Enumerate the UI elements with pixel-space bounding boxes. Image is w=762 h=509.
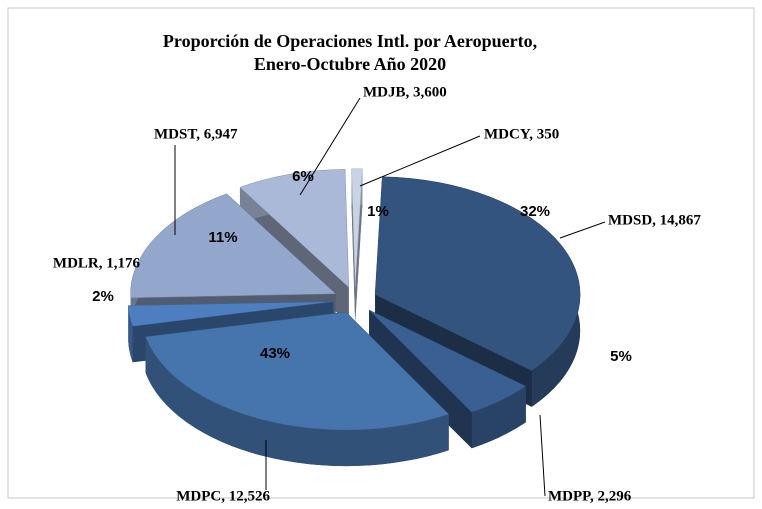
- slice: [368, 309, 527, 413]
- slice-group: [374, 176, 581, 407]
- percent-label: 5%: [610, 348, 632, 365]
- percent-label: 2%: [92, 288, 114, 305]
- percent-label: 43%: [260, 345, 290, 362]
- data-label: MDLR, 1,176: [53, 255, 141, 271]
- slice-side: [355, 168, 363, 323]
- leader-line: [559, 221, 606, 239]
- percent-label: 1%: [367, 203, 389, 220]
- leader-line: [359, 135, 481, 187]
- data-label: MDCY, 350: [484, 126, 559, 142]
- percent-label: 11%: [208, 229, 237, 246]
- slice-wall: [145, 336, 449, 467]
- slice-wall: [128, 305, 133, 363]
- slice-wall: [471, 386, 526, 449]
- data-label: MDST, 6,947: [154, 126, 238, 142]
- slice: [374, 176, 581, 372]
- slice-group: [145, 311, 450, 467]
- leader-line: [539, 414, 546, 497]
- data-label: MDJB, 3,600: [363, 84, 447, 100]
- slice-group: [351, 168, 363, 323]
- chart-subtitle: Enero-Octubre Año 2020: [254, 54, 446, 74]
- percent-label: 32%: [520, 203, 550, 220]
- slice: [130, 193, 337, 299]
- slice: [145, 311, 450, 431]
- slice: [239, 169, 350, 288]
- slice: [351, 168, 363, 287]
- slice-side: [351, 168, 356, 323]
- chart-title: Proporción de Operaciones Intl. por Aero…: [163, 31, 537, 51]
- slice: [128, 301, 334, 327]
- data-label: MDSD, 14,867: [608, 212, 701, 228]
- data-label: MDPP, 2,296: [548, 488, 632, 504]
- data-label: MDPC, 12,526: [176, 488, 270, 504]
- leader-line: [299, 97, 361, 196]
- percent-label: 6%: [292, 168, 314, 185]
